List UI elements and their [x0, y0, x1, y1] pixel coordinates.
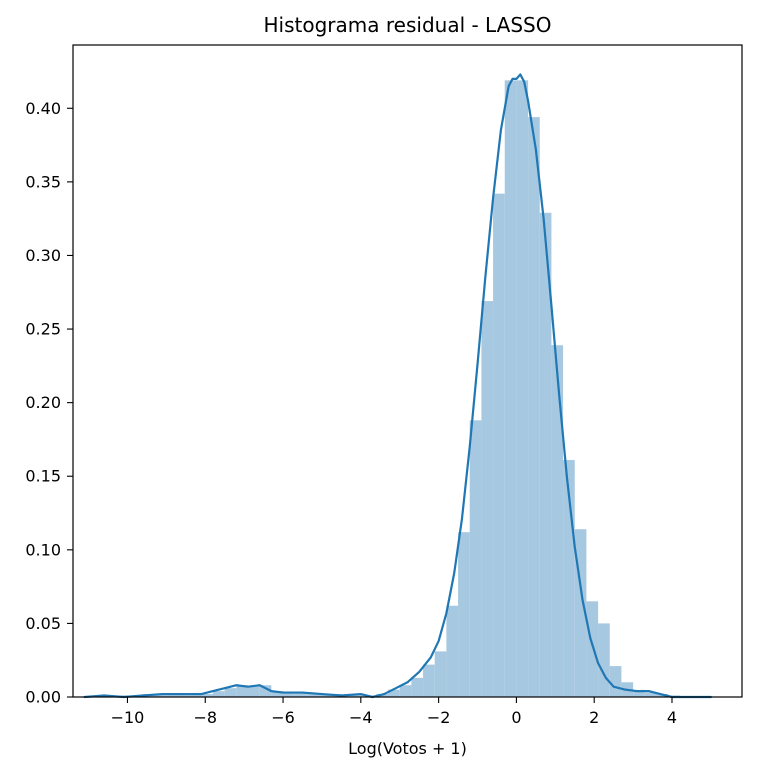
- histogram-bar: [598, 623, 610, 697]
- histogram-bar: [353, 694, 365, 697]
- histogram-bar: [178, 694, 190, 697]
- histogram-bar: [154, 694, 167, 697]
- y-tick-label: 0.00: [25, 688, 61, 707]
- histogram-bar: [609, 666, 622, 697]
- x-tick-label: −2: [427, 708, 451, 727]
- x-axis-label: Log(Votos + 1): [348, 739, 467, 758]
- histogram-bar: [411, 677, 424, 697]
- histogram-bar: [271, 691, 284, 697]
- histogram-bar: [563, 460, 575, 697]
- plot-area: [83, 73, 712, 699]
- y-tick-label: 0.15: [25, 467, 61, 486]
- histogram-bar: [306, 694, 319, 697]
- histogram-bar: [516, 80, 529, 697]
- histogram-bar: [423, 664, 435, 697]
- histogram-bar: [224, 688, 237, 697]
- histogram-bar: [633, 691, 645, 697]
- histogram-bar: [551, 345, 564, 697]
- chart-title: Histograma residual - LASSO: [264, 13, 552, 37]
- x-tick-label: 0: [511, 708, 521, 727]
- histogram-bar: [586, 601, 599, 697]
- y-tick-label: 0.30: [25, 246, 61, 265]
- histogram-bar: [458, 532, 470, 697]
- histogram-bar: [644, 692, 657, 697]
- x-tick-label: −4: [349, 708, 373, 727]
- histogram-bar: [236, 685, 249, 697]
- y-tick-label: 0.10: [25, 540, 61, 559]
- y-axis: 0.00 0.05 0.10 0.15 0.20 0.25 0.30 0.35 0.40: [25, 99, 73, 707]
- x-tick-label: 2: [589, 708, 599, 727]
- histogram-bar: [294, 692, 307, 697]
- histogram-bar: [539, 212, 552, 697]
- histogram-bar: [201, 694, 214, 697]
- histogram-bar: [528, 117, 540, 698]
- histogram-bar: [248, 686, 260, 697]
- histogram-bar: [399, 685, 412, 697]
- histogram-bar: [469, 420, 482, 697]
- y-tick-label: 0.25: [25, 320, 61, 339]
- histogram-bar: [574, 529, 587, 697]
- histogram-bar: [504, 80, 517, 697]
- x-tick-label: −8: [193, 708, 217, 727]
- histogram-bar: [283, 692, 295, 697]
- x-axis: −10 −8 −6 −4 −2 0 2 4: [111, 697, 677, 727]
- histogram-bar: [481, 301, 494, 697]
- kde-line: [83, 73, 712, 699]
- histogram-bar: [259, 685, 272, 697]
- histogram-bar: [493, 193, 505, 697]
- histogram-bar: [341, 695, 354, 697]
- y-tick-label: 0.20: [25, 393, 61, 412]
- histogram-bar: [446, 605, 459, 697]
- x-tick-label: 4: [667, 708, 677, 727]
- histogram-bar: [318, 694, 330, 697]
- y-tick-label: 0.40: [25, 99, 61, 118]
- y-tick-label: 0.05: [25, 614, 61, 633]
- histogram-bar: [388, 689, 400, 697]
- histogram-bar: [213, 691, 225, 697]
- x-tick-label: −10: [111, 708, 145, 727]
- histogram-bar: [434, 651, 447, 697]
- y-tick-label: 0.35: [25, 172, 61, 191]
- histogram-bar: [166, 694, 179, 697]
- plot-frame: [72, 44, 743, 698]
- x-tick-label: −6: [271, 708, 295, 727]
- histogram-bar: [189, 694, 202, 697]
